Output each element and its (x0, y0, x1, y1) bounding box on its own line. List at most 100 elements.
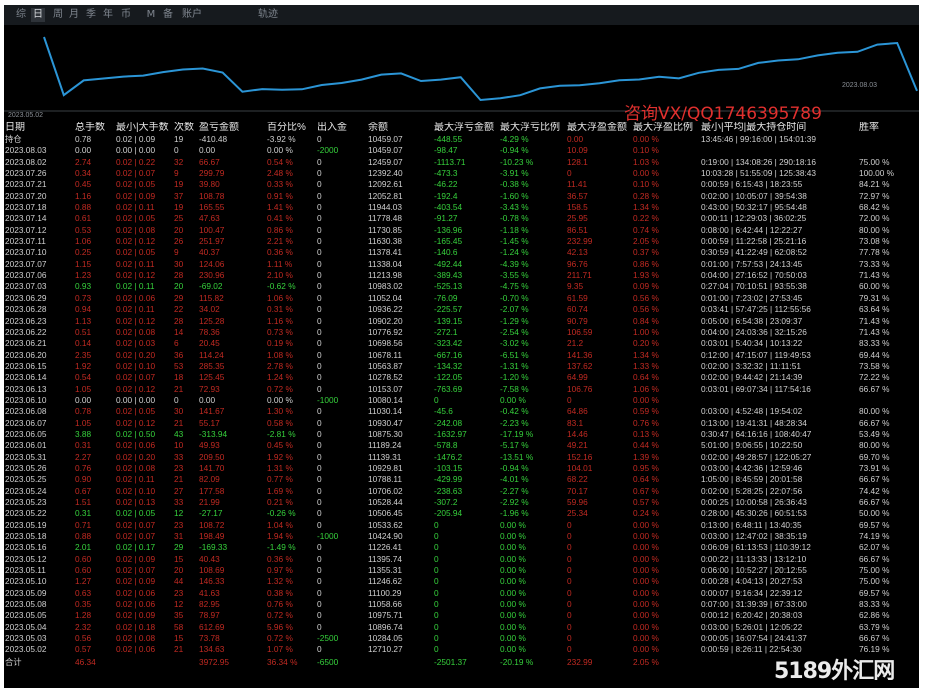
table-row[interactable]: 2023.06.13 1.05 0.02 | 0.12 21 72.93 0.72 % 0 1… (4, 384, 919, 395)
table-row[interactable]: 2023.06.01 0.31 0.02 | 0.06 10 49.93 0.45 % 0 1… (4, 440, 919, 451)
table-row[interactable]: 2023.05.18 0.88 0.02 | 0.07 31 198.49 1.94 % -… (4, 531, 919, 542)
toolbar-tab[interactable]: M (146, 9, 156, 20)
table-row[interactable]: 2023.07.10 0.25 0.02 | 0.05 9 40.37 0.36 % 0 11… (4, 247, 919, 258)
column-header[interactable]: 日期 (5, 122, 25, 133)
table-cell: 2023.07.20 (5, 190, 47, 201)
toolbar-tab[interactable]: 季 (86, 9, 96, 20)
table-row[interactable]: 2023.05.25 0.90 0.02 | 0.11 21 82.09 0.77 % 0 1… (4, 474, 919, 485)
toolbar-tab[interactable]: 币 (121, 9, 131, 20)
column-header[interactable]: 总手数 (75, 122, 105, 133)
column-header[interactable]: 余额 (368, 122, 388, 133)
table-row[interactable]: 2023.05.02 0.57 0.02 | 0.06 21 134.63 1.07 % 0… (4, 644, 919, 655)
holding-row[interactable]: 持仓 0.78 0.02 | 0.09 19 -410.48 -3.92 % 0 10459.… (4, 134, 919, 145)
table-row[interactable]: 2023.05.22 0.31 0.02 | 0.05 12 -27.17 -0.26 %… (4, 508, 919, 519)
table-cell: 11139.31 (368, 451, 402, 462)
table-row[interactable]: 2023.05.03 0.56 0.02 | 0.08 15 73.78 0.72 % -2… (4, 633, 919, 644)
table-row[interactable]: 2023.07.11 1.06 0.02 | 0.12 26 251.97 2.21 % 0… (4, 236, 919, 247)
table-row[interactable]: 2023.05.26 0.76 0.02 | 0.08 23 141.70 1.31 % 0… (4, 463, 919, 474)
table-cell: 11730.85 (368, 224, 402, 235)
table-row[interactable]: 2023.05.10 1.27 0.02 | 0.09 44 146.33 1.32 % 0… (4, 576, 919, 587)
table-row[interactable]: 2023.07.14 0.61 0.02 | 0.05 25 47.63 0.41 % 0 1… (4, 213, 919, 224)
table-row[interactable]: 2023.06.20 2.35 0.02 | 0.20 36 114.24 1.08 % 0… (4, 350, 919, 361)
table-row[interactable]: 2023.05.31 2.27 0.02 | 0.20 33 209.50 1.92 % 0… (4, 452, 919, 463)
toolbar-tab[interactable]: 账户 (182, 9, 202, 20)
table-row[interactable]: 2023.06.21 0.14 0.02 | 0.03 6 20.45 0.19 % 0 10… (4, 338, 919, 349)
column-header[interactable]: 出入金 (317, 122, 347, 133)
table-row[interactable]: 2023.07.12 0.53 0.02 | 0.08 20 100.47 0.86 % 0… (4, 225, 919, 236)
column-header[interactable]: 最小|平均|最大持仓时间 (701, 122, 807, 133)
table-cell: -4.29 % (500, 134, 529, 144)
table-row[interactable]: 2023.06.07 1.05 0.02 | 0.12 21 55.17 0.58 % 0 1… (4, 418, 919, 429)
column-header[interactable]: 最大浮亏比例 (500, 122, 560, 133)
table-row[interactable]: 2023.05.05 1.28 0.02 | 0.09 35 78.97 0.72 % 0 1… (4, 610, 919, 621)
column-header[interactable]: 最大浮亏金额 (434, 122, 494, 133)
table-cell: 0.02 | 0.09 (116, 134, 156, 144)
table-cell: 1.11 % (267, 258, 293, 269)
table-cell: 0:00:59 | 6:15:43 | 18:23:55 (701, 179, 803, 190)
table-row[interactable]: 2023.06.22 0.51 0.02 | 0.08 14 78.36 0.73 % 0 1… (4, 327, 919, 338)
table-row[interactable]: 2023.06.23 1.13 0.02 | 0.12 28 125.28 1.16 % 0… (4, 316, 919, 327)
table-row[interactable]: 2023.07.18 0.88 0.02 | 0.11 19 165.55 1.41 % 0… (4, 202, 919, 213)
table-row[interactable]: 2023.06.14 0.54 0.02 | 0.07 18 125.45 1.24 % 0… (4, 372, 919, 383)
column-header[interactable]: 最大浮盈比例 (633, 122, 693, 133)
table-cell: 12392.40 (368, 168, 403, 179)
table-row[interactable]: 2023.07.03 0.93 0.02 | 0.11 20 -69.02 -0.62 %… (4, 281, 919, 292)
table-row[interactable]: 2023.07.06 1.23 0.02 | 0.12 28 230.96 2.10 % 0… (4, 270, 919, 281)
table-cell: 9 (174, 168, 179, 179)
column-header[interactable]: 盈亏金额 (199, 122, 239, 133)
table-cell: 0.51 (75, 326, 92, 337)
table-row[interactable]: 2023.06.08 0.78 0.02 | 0.05 30 141.67 1.30 % 0… (4, 406, 919, 417)
table-row[interactable]: 2023.08.03 0.00 0.00 | 0.00 0 0.00 0.00 % -200… (4, 145, 919, 156)
table-cell: 10975.71 (368, 610, 403, 621)
table-row[interactable]: 2023.05.24 0.67 0.02 | 0.10 27 177.58 1.69 % 0… (4, 486, 919, 497)
column-header[interactable]: 最小|大手数 (116, 122, 169, 133)
column-header[interactable]: 最大浮盈金额 (567, 122, 627, 133)
total-row[interactable]: 合计 46.34 3972.95 36.34 % -6500 -2501.37 -20.19… (4, 656, 919, 668)
table-cell: 2023.07.26 (5, 168, 47, 179)
table-cell: 43 (174, 428, 184, 439)
table-row[interactable]: 2023.07.26 0.34 0.02 | 0.07 9 299.79 2.48 % 0 1… (4, 168, 919, 179)
table-row[interactable]: 2023.06.10 0.00 0.00 | 0.00 0 0.00 0.00 % -100… (4, 395, 919, 406)
table-cell: 0 (317, 462, 322, 473)
table-row[interactable]: 2023.05.04 2.32 0.02 | 0.18 58 612.69 5.96 % 0… (4, 622, 919, 633)
toolbar-track-tab[interactable]: 轨迹 (258, 9, 278, 20)
table-cell: 0 (567, 553, 572, 564)
table-cell: 0.00 (199, 394, 216, 405)
table-cell: 1.04 % (267, 519, 293, 530)
table-cell: 2.48 % (267, 168, 293, 179)
table-cell: 72.00 % (859, 213, 890, 224)
column-header[interactable]: 次数 (174, 122, 194, 133)
table-cell: 63.64 % (859, 304, 890, 315)
table-cell (858, 395, 919, 406)
table-row[interactable]: 2023.05.19 0.71 0.02 | 0.07 23 108.72 1.04 % 0… (4, 520, 919, 531)
table-cell: -2.27 % (500, 485, 529, 496)
table-row[interactable]: 2023.07.21 0.45 0.02 | 0.05 19 39.80 0.33 % 0 1… (4, 179, 919, 190)
toolbar-tab[interactable]: 周 (53, 9, 63, 20)
toolbar-tab[interactable]: 备 (163, 9, 173, 20)
table-cell: 66.67 % (859, 497, 890, 507)
column-header[interactable]: 胜率 (859, 122, 879, 133)
table-row[interactable]: 2023.05.09 0.63 0.02 | 0.06 23 41.63 0.38 % 0 1… (4, 588, 919, 599)
table-row[interactable]: 2023.05.11 0.60 0.02 | 0.07 20 108.69 0.97 % 0… (4, 565, 919, 576)
toolbar-tab[interactable]: 年 (103, 9, 113, 20)
table-row[interactable]: 2023.06.05 3.88 0.02 | 0.50 43 -313.94 -2.81 … (4, 429, 919, 440)
table-row[interactable]: 2023.06.15 1.92 0.02 | 0.10 53 285.35 2.78 % 0… (4, 361, 919, 372)
column-header[interactable]: 百分比% (267, 122, 306, 133)
table-row[interactable]: 2023.06.28 0.94 0.02 | 0.11 22 34.02 0.31 % 0 1… (4, 304, 919, 315)
table-row[interactable]: 2023.07.20 1.16 0.02 | 0.09 37 108.78 0.91 % 0… (4, 191, 919, 202)
table-row[interactable]: 2023.08.02 2.74 0.02 | 0.22 32 66.67 0.54 % 0 1… (4, 157, 919, 168)
table-row[interactable]: 2023.05.23 1.51 0.02 | 0.13 33 21.99 0.21 % 0 1… (4, 497, 919, 508)
toolbar-tab[interactable]: 综 (16, 9, 26, 20)
table-row[interactable]: 2023.06.29 0.73 0.02 | 0.06 29 115.82 1.06 % 0… (4, 293, 919, 304)
toolbar-tab[interactable]: 日 (31, 8, 45, 22)
table-row[interactable]: 2023.07.07 1.15 0.02 | 0.11 30 124.06 1.11 % 0… (4, 259, 919, 270)
table-cell: -1.60 % (500, 190, 529, 201)
table-row[interactable]: 2023.05.08 0.35 0.02 | 0.06 12 82.95 0.76 % 0 1… (4, 599, 919, 610)
toolbar-tab[interactable]: 月 (69, 9, 79, 20)
table-cell: -2.92 % (500, 497, 529, 507)
table-cell: 66.67 % (859, 553, 890, 564)
table-cell: 2023.06.14 (5, 372, 47, 383)
table-cell: 10902.20 (368, 315, 403, 326)
table-row[interactable]: 2023.05.16 2.01 0.02 | 0.17 29 -169.33 -1.49 … (4, 542, 919, 553)
table-row[interactable]: 2023.05.12 0.60 0.02 | 0.09 15 40.43 0.36 % 0 1… (4, 554, 919, 565)
